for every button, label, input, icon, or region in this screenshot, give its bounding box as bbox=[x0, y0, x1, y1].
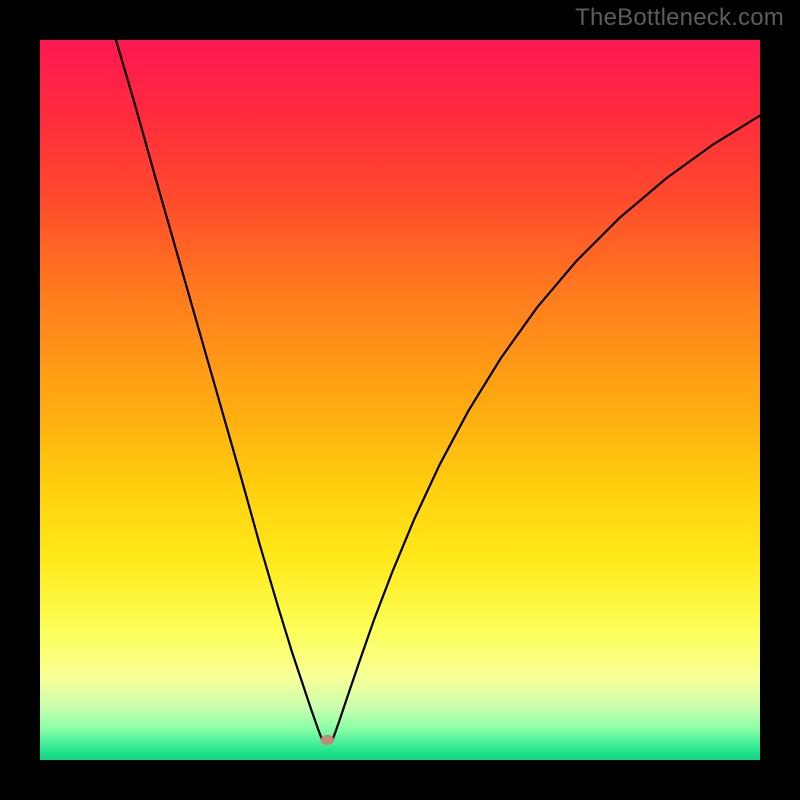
watermark-text: TheBottleneck.com bbox=[575, 4, 784, 32]
chart-frame: TheBottleneck.com bbox=[0, 0, 800, 800]
chart-svg bbox=[0, 0, 800, 800]
minimum-marker bbox=[320, 735, 334, 745]
